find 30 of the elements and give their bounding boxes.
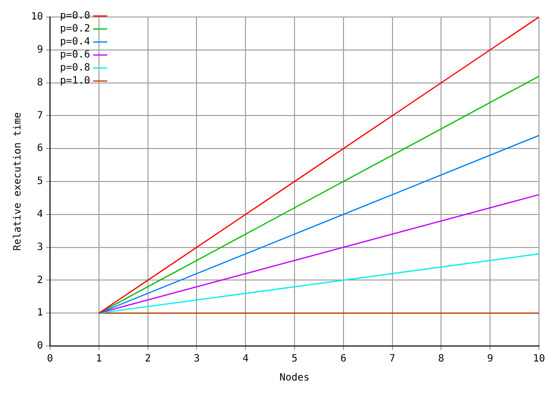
x-tick-label: 6 xyxy=(340,354,346,365)
x-tick-label: 9 xyxy=(487,354,494,365)
legend-label: p=0.0 xyxy=(60,10,90,22)
x-tick-label: 4 xyxy=(242,354,249,365)
y-tick-label: 5 xyxy=(37,176,44,188)
legend-label: p=0.4 xyxy=(60,36,90,48)
x-tick-label: 10 xyxy=(532,354,546,365)
x-tick-label: 8 xyxy=(438,354,444,365)
y-tick-label: 6 xyxy=(37,143,44,154)
y-tick-label: 9 xyxy=(37,44,44,56)
y-tick-label: 8 xyxy=(37,77,44,88)
legend-label: p=0.8 xyxy=(60,62,90,74)
x-tick-label: 7 xyxy=(389,354,396,365)
legend-label: p=1.0 xyxy=(60,76,90,87)
y-tick-label: 1 xyxy=(37,308,44,319)
x-tick-label: 0 xyxy=(47,354,54,365)
legend-label: p=0.2 xyxy=(60,24,90,35)
y-tick-label: 2 xyxy=(37,274,44,286)
x-axis-title: Nodes xyxy=(279,372,310,384)
legend-label: p=0.6 xyxy=(60,50,90,61)
x-tick-label: 5 xyxy=(291,354,298,365)
x-tick-label: 1 xyxy=(96,354,102,365)
y-tick-label: 0 xyxy=(37,340,44,352)
y-tick-label: 10 xyxy=(30,12,44,23)
x-tick-label: 3 xyxy=(194,354,200,365)
x-tick-label: 2 xyxy=(144,354,151,365)
y-tick-label: 3 xyxy=(37,242,44,253)
y-tick-label: 4 xyxy=(37,208,44,220)
y-axis-title: Relative execution time xyxy=(12,112,24,251)
y-tick-label: 7 xyxy=(37,110,44,122)
